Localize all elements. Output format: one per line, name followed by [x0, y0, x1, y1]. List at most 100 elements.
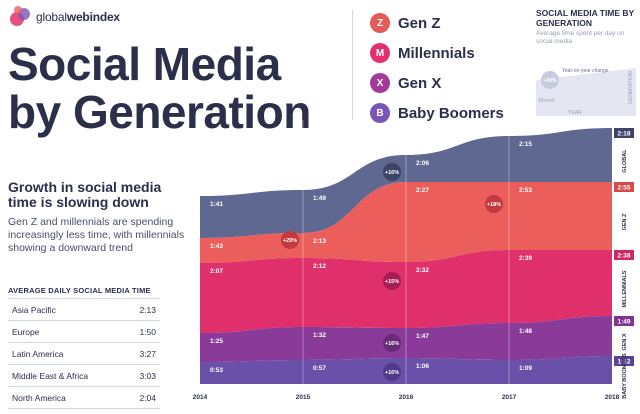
legend-item-baby-boomers: B Baby Boomers — [370, 98, 504, 128]
value-label: 2:13 — [313, 238, 326, 245]
region-time: 2:13 — [139, 304, 156, 315]
value-label: 2:12 — [313, 263, 326, 270]
key-axis-year: YEAR — [568, 110, 582, 116]
key-title: SOCIAL MEDIA TIME BY GENERATION — [536, 8, 635, 28]
end-value-badge — [614, 250, 634, 260]
series-name-label: GEN X — [622, 333, 628, 350]
x-tick-label: 2016 — [399, 394, 414, 401]
x-tick-label: 2015 — [296, 394, 311, 401]
end-value-label: 1:12 — [617, 359, 630, 366]
legend-label: Millennials — [398, 44, 475, 62]
area-gen-x — [200, 316, 612, 362]
key-subtitle: Average time spent per day on social med… — [536, 30, 625, 45]
chart-key: SOCIAL MEDIA TIME BY GENERATION Average … — [536, 8, 636, 116]
region-name: North America — [12, 392, 66, 403]
key-time-value: 1th:mm — [538, 98, 555, 104]
value-label: 1:49 — [313, 195, 326, 202]
value-label: 2:06 — [416, 160, 429, 167]
series-name-label: GLOBAL — [622, 149, 628, 173]
end-value-label: 1:49 — [617, 319, 630, 326]
key-axis-generation: GENERATION — [628, 71, 634, 104]
region-time: 3:27 — [139, 348, 156, 359]
area-millennials — [200, 250, 612, 333]
end-value-label: 2:55 — [617, 185, 630, 192]
area-global — [200, 128, 612, 238]
change-bubble-icon — [485, 195, 503, 213]
region-name: Middle East & Africa — [12, 370, 89, 381]
end-value-badge — [614, 182, 634, 192]
x-tick-label: 2017 — [502, 394, 517, 401]
change-bubble-icon — [383, 163, 401, 181]
region-name: Europe — [12, 326, 40, 337]
table-row: North America 2:04 — [8, 387, 160, 409]
x-tick-label: 2014 — [193, 394, 208, 401]
region-time: 1:50 — [139, 326, 156, 337]
page-title: Social Media by Generation — [8, 38, 311, 138]
end-value-badge — [614, 356, 634, 366]
region-table: Asia Pacific 2:13 Europe 1:50 Latin Americ… — [8, 298, 160, 409]
value-label: 1:48 — [519, 328, 532, 335]
section-description: Gen Z and millennials are spending incre… — [8, 216, 185, 254]
key-yoy-value: +00% — [544, 78, 557, 84]
generation-legend: Z Gen Z M Millennials X Gen X B Baby Boo… — [370, 8, 504, 128]
end-value-label: 2:38 — [617, 253, 630, 260]
region-name: Asia Pacific — [12, 304, 56, 315]
brand-name: globalwebindex — [36, 10, 120, 24]
change-label: +15% — [385, 279, 399, 285]
table-row: Asia Pacific 2:13 — [8, 298, 160, 321]
change-label: +16% — [385, 370, 399, 376]
value-label: 1:43 — [210, 243, 223, 250]
gen-x-badge-icon: X — [370, 73, 390, 93]
end-value-label: 2:18 — [617, 131, 630, 138]
area-gen-z — [200, 182, 612, 263]
value-label: 1:32 — [313, 332, 326, 339]
key-change-icon — [541, 71, 559, 89]
gen-z-badge-icon: Z — [370, 13, 390, 33]
section-heading: Growth in social media time is slowing d… — [8, 179, 162, 210]
change-bubble-icon — [281, 231, 299, 249]
series-name-label: BABY BOOMERS — [622, 353, 628, 399]
table-title: AVERAGE DAILY SOCIAL MEDIA TIME — [8, 286, 151, 295]
x-tick-label: 2018 — [605, 394, 620, 401]
logo-mark-icon — [10, 6, 32, 28]
change-label: +16% — [385, 341, 399, 347]
value-label: 0:57 — [313, 365, 326, 372]
legend-item-millennials: M Millennials — [370, 38, 504, 68]
end-value-badge — [614, 128, 634, 138]
table-row: Europe 1:50 — [8, 321, 160, 343]
change-bubble-icon — [383, 272, 401, 290]
value-label: 1:41 — [210, 201, 223, 208]
series-name-label: MILLENNIALS — [622, 270, 628, 307]
change-label: +29% — [283, 238, 297, 244]
region-time: 3:03 — [139, 370, 156, 381]
legend-item-gen-z: Z Gen Z — [370, 8, 504, 38]
value-label: 0:53 — [210, 367, 223, 374]
series-name-label: GEN Z — [622, 213, 628, 230]
region-time: 2:04 — [139, 392, 156, 403]
change-bubble-icon — [383, 334, 401, 352]
value-label: 2:53 — [519, 187, 532, 194]
change-bubble-icon — [383, 363, 401, 381]
legend-label: Baby Boomers — [398, 104, 504, 122]
value-label: 1:09 — [519, 365, 532, 372]
baby-boomers-badge-icon: B — [370, 103, 390, 123]
value-label: 2:07 — [210, 268, 223, 275]
change-label: +18% — [487, 202, 501, 208]
value-label: 2:27 — [416, 187, 429, 194]
legend-label: Gen Z — [398, 14, 441, 32]
value-label: 2:39 — [519, 255, 532, 262]
key-yoy-label: Year-on-year change — [562, 68, 609, 74]
legend-label: Gen X — [398, 74, 442, 92]
value-label: 2:32 — [416, 267, 429, 274]
table-row: Latin America 3:27 — [8, 343, 160, 365]
value-label: 1:06 — [416, 363, 429, 370]
end-value-badge — [614, 316, 634, 326]
brand-logo: globalwebindex — [10, 6, 120, 28]
value-label: 1:25 — [210, 338, 223, 345]
region-name: Latin America — [12, 348, 64, 359]
value-label: 1:47 — [416, 333, 429, 340]
millennials-badge-icon: M — [370, 43, 390, 63]
area-baby-boomers — [200, 356, 612, 384]
header-divider — [352, 10, 353, 120]
